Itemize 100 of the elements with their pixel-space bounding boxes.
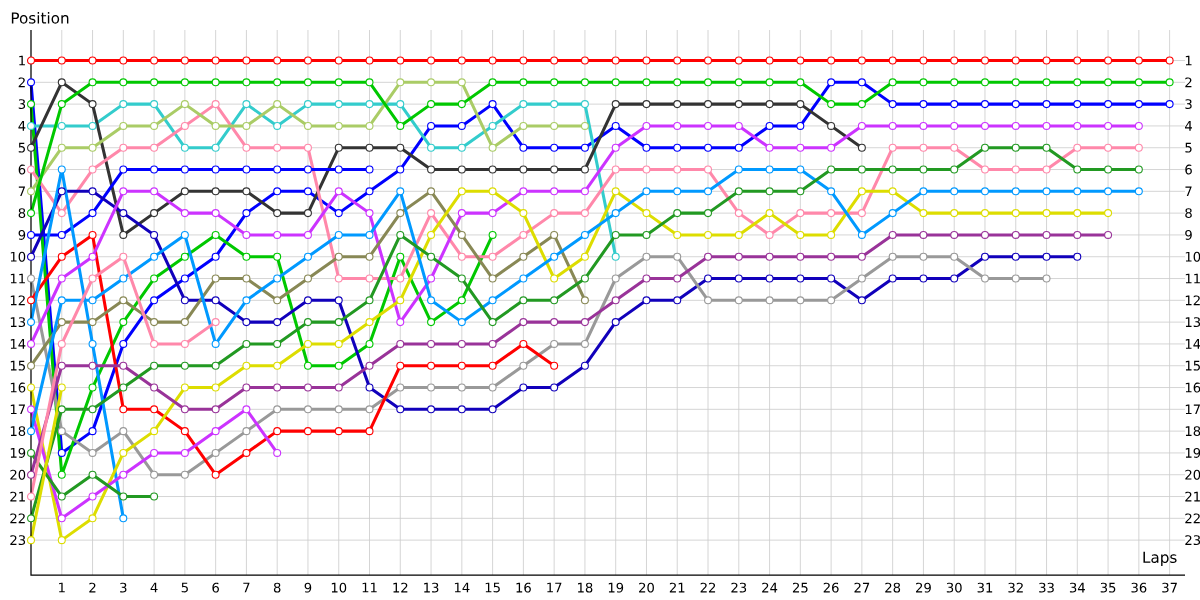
point: [334, 274, 343, 283]
point: [150, 296, 159, 305]
point: [334, 78, 343, 87]
point: [765, 296, 774, 305]
y-tick-label: 1: [19, 55, 25, 66]
point: [242, 339, 251, 348]
point: [334, 427, 343, 436]
point: [242, 252, 251, 261]
point: [211, 209, 220, 218]
point: [303, 230, 312, 239]
point: [765, 209, 774, 218]
point: [704, 78, 713, 87]
point: [457, 361, 466, 370]
point: [119, 361, 128, 370]
point: [150, 448, 159, 457]
point: [57, 230, 66, 239]
point: [1011, 56, 1020, 65]
x-tick-label: 4: [150, 582, 158, 593]
point: [365, 405, 374, 414]
point: [919, 252, 928, 261]
point: [488, 383, 497, 392]
point: [796, 56, 805, 65]
x-tick-label: 31: [977, 582, 993, 593]
point: [734, 143, 743, 152]
point: [26, 361, 36, 370]
point: [1042, 100, 1051, 109]
point: [704, 209, 713, 218]
point: [1073, 165, 1082, 174]
point: [642, 252, 651, 261]
point: [26, 318, 36, 327]
point: [150, 187, 159, 196]
y2-tick-label: 13: [1185, 317, 1200, 328]
point: [1042, 209, 1051, 218]
point: [519, 209, 528, 218]
point: [57, 339, 66, 348]
x-tick-label: 32: [1008, 582, 1023, 593]
point: [150, 427, 159, 436]
point: [88, 56, 97, 65]
y2-tick-label: 10: [1185, 251, 1200, 262]
point: [334, 165, 343, 174]
point: [488, 274, 497, 283]
point: [427, 165, 436, 174]
point: [150, 165, 159, 174]
point: [365, 296, 374, 305]
point: [119, 78, 128, 87]
point: [396, 121, 405, 130]
x-tick-label: 15: [485, 582, 500, 593]
point: [273, 274, 282, 283]
point: [427, 361, 436, 370]
point: [211, 252, 220, 261]
point: [765, 252, 774, 261]
point: [1134, 100, 1143, 109]
y2-tick-label: 14: [1185, 339, 1200, 349]
point: [673, 252, 682, 261]
point: [365, 143, 374, 152]
point: [1134, 121, 1143, 130]
point: [457, 339, 466, 348]
point: [88, 296, 97, 305]
point: [303, 78, 312, 87]
point: [827, 143, 836, 152]
point: [427, 56, 436, 65]
point: [519, 318, 528, 327]
point: [242, 100, 251, 109]
point: [396, 187, 405, 196]
point: [550, 339, 559, 348]
point: [827, 100, 836, 109]
point: [457, 230, 466, 239]
point: [1073, 143, 1082, 152]
point: [57, 318, 66, 327]
point: [150, 492, 159, 501]
point: [1042, 230, 1051, 239]
point: [580, 143, 589, 152]
y-tick-label: 20: [10, 469, 26, 480]
point: [365, 361, 374, 370]
point: [273, 143, 282, 152]
y-tick-label: 22: [10, 513, 25, 524]
point: [242, 274, 251, 283]
point: [580, 230, 589, 239]
point: [1165, 100, 1174, 109]
y2-tick-label: 2: [1185, 77, 1192, 88]
point: [580, 318, 589, 327]
point: [919, 143, 928, 152]
point: [888, 209, 897, 218]
point: [704, 230, 713, 239]
point: [796, 209, 805, 218]
point: [180, 100, 189, 109]
point: [334, 187, 343, 196]
point: [488, 143, 497, 152]
point: [550, 187, 559, 196]
x-tick-label: 10: [331, 582, 347, 593]
y-tick-label: 13: [10, 317, 26, 328]
point: [919, 209, 928, 218]
point: [673, 274, 682, 283]
point: [26, 339, 36, 348]
point: [211, 448, 220, 457]
point: [704, 56, 713, 65]
point: [488, 361, 497, 370]
point: [303, 274, 312, 283]
point: [150, 252, 159, 261]
point: [796, 143, 805, 152]
